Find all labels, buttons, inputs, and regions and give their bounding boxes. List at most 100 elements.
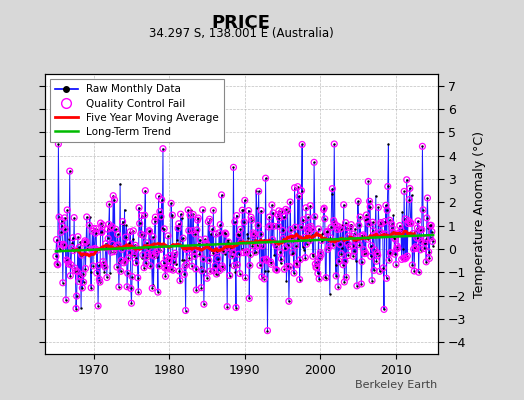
Point: [222, 244, 231, 251]
Point: [262, 256, 270, 262]
Point: [112, 243, 121, 249]
Point: [116, 268, 125, 274]
Point: [112, 226, 120, 232]
Point: [296, 276, 304, 283]
Point: [219, 248, 227, 254]
Point: [376, 229, 385, 236]
Point: [208, 226, 216, 232]
Point: [143, 240, 151, 246]
Point: [262, 256, 270, 262]
Point: [81, 265, 90, 272]
Point: [287, 234, 296, 241]
Point: [330, 218, 338, 224]
Point: [225, 248, 233, 254]
Point: [238, 207, 246, 213]
Point: [153, 247, 161, 253]
Point: [234, 251, 243, 257]
Point: [288, 251, 296, 258]
Point: [299, 216, 308, 223]
Point: [199, 256, 208, 262]
Point: [222, 231, 230, 237]
Point: [348, 233, 356, 240]
Point: [409, 246, 418, 252]
Point: [362, 212, 370, 218]
Point: [72, 305, 80, 312]
Point: [200, 268, 209, 274]
Point: [75, 273, 84, 280]
Point: [390, 235, 398, 241]
Point: [361, 216, 369, 223]
Point: [331, 221, 339, 227]
Point: [202, 242, 210, 248]
Point: [281, 245, 289, 251]
Point: [399, 255, 408, 261]
Point: [240, 219, 248, 225]
Point: [224, 237, 232, 243]
Point: [169, 258, 178, 265]
Point: [350, 231, 358, 237]
Point: [188, 228, 196, 234]
Point: [119, 260, 128, 266]
Point: [307, 223, 315, 230]
Point: [279, 236, 288, 242]
Point: [169, 258, 178, 265]
Point: [254, 222, 262, 229]
Point: [163, 264, 171, 270]
Point: [115, 284, 123, 290]
Point: [255, 243, 264, 249]
Point: [156, 208, 164, 215]
Point: [211, 262, 220, 269]
Point: [311, 261, 320, 267]
Point: [56, 241, 64, 248]
Point: [70, 214, 78, 221]
Point: [312, 264, 320, 271]
Point: [392, 246, 401, 252]
Point: [106, 270, 114, 277]
Point: [157, 214, 165, 220]
Point: [59, 241, 68, 248]
Point: [305, 237, 314, 244]
Point: [124, 270, 132, 276]
Point: [268, 202, 276, 208]
Point: [140, 212, 149, 218]
Point: [282, 278, 291, 284]
Point: [191, 266, 200, 272]
Point: [417, 247, 425, 253]
Point: [197, 284, 205, 291]
Point: [298, 141, 307, 148]
Point: [67, 262, 75, 268]
Point: [199, 206, 207, 213]
Point: [281, 245, 289, 251]
Point: [235, 232, 243, 238]
Point: [424, 249, 433, 255]
Point: [126, 228, 134, 235]
Point: [237, 239, 245, 245]
Point: [362, 250, 370, 256]
Point: [53, 261, 61, 267]
Point: [396, 230, 405, 236]
Point: [162, 255, 170, 261]
Point: [183, 246, 192, 252]
Point: [89, 263, 97, 269]
Point: [156, 246, 165, 253]
Point: [250, 231, 259, 237]
Point: [297, 224, 305, 230]
Point: [226, 262, 235, 269]
Point: [414, 269, 423, 276]
Point: [91, 245, 99, 252]
Point: [77, 239, 85, 245]
Point: [304, 224, 313, 230]
Point: [263, 328, 271, 334]
Point: [249, 230, 257, 236]
Point: [128, 274, 136, 280]
Point: [390, 251, 399, 258]
Point: [271, 240, 279, 246]
Point: [227, 253, 236, 259]
Point: [171, 250, 179, 256]
Point: [129, 228, 137, 234]
Point: [258, 274, 266, 280]
Point: [135, 204, 143, 211]
Point: [209, 250, 217, 256]
Point: [69, 234, 77, 241]
Point: [353, 283, 361, 289]
